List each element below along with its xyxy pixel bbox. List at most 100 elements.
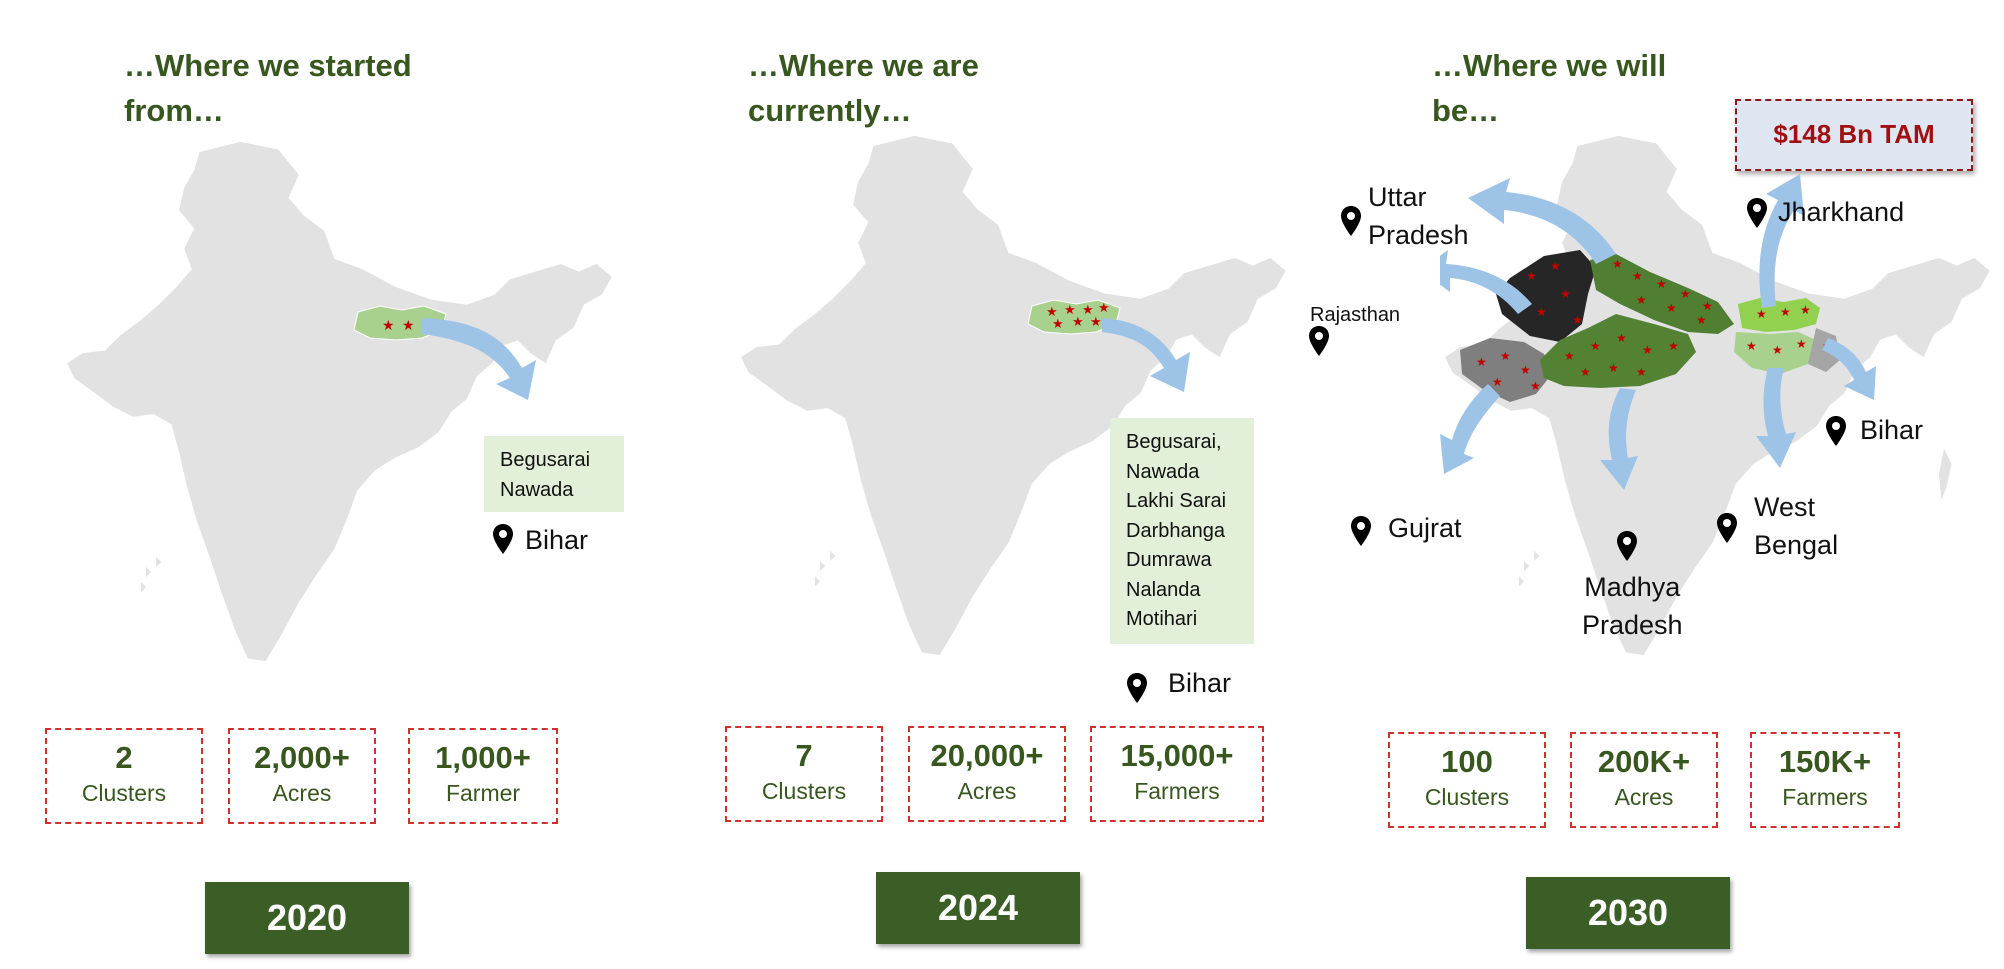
svg-text:★: ★ [1520, 363, 1531, 377]
svg-text:★: ★ [1756, 307, 1767, 321]
location-pin-icon [1716, 512, 1738, 544]
stat-value: 150K+ [1778, 744, 1872, 779]
year-badge: 2020 [205, 882, 409, 954]
stat-value: 20,000+ [930, 738, 1044, 773]
stat-value: 15,000+ [1120, 738, 1234, 773]
district-name: Begusarai, [1126, 431, 1222, 453]
tam-badge: $148 Bn TAM [1735, 99, 1973, 171]
state-label-bihar: Bihar [525, 525, 589, 555]
stat-value: 200K+ [1597, 744, 1691, 779]
arrow-icon [1102, 318, 1190, 392]
location-pin-icon [1308, 325, 1330, 357]
panel-2030: …Where we will be… $148 Bn TAM ★ ★ ★ ★ ★ ★ ★ ★… [1320, 0, 2004, 969]
year-badge: 2024 [876, 872, 1080, 944]
heading-line: …Where we are [748, 48, 979, 83]
district-name: Lakhi Sarai [1126, 490, 1227, 512]
panel-2024: …Where we are currently… ★ ★ ★ ★ ★ ★ ★ Begusa… [680, 0, 1360, 969]
district-name: Nawada [1126, 460, 1200, 483]
uttar-pradesh-region [1590, 254, 1734, 334]
svg-text:★: ★ [1530, 379, 1541, 393]
svg-text:★: ★ [1500, 349, 1511, 363]
heading-line: from… [124, 93, 224, 128]
district-name: Nalanda [1126, 578, 1201, 601]
svg-text:★: ★ [1590, 339, 1601, 353]
stat-label: Acres [1614, 784, 1674, 810]
district-box: Begusarai, Nawada Lakhi Sarai Darbhanga … [1110, 418, 1254, 644]
gujarat-region [1460, 338, 1552, 402]
district-name: Nawada [500, 478, 574, 501]
svg-text:★: ★ [1702, 299, 1713, 313]
svg-text:★: ★ [1072, 315, 1084, 330]
stat-card-clusters: 2 Clusters [45, 728, 203, 824]
stat-label: Clusters [761, 778, 847, 804]
location-pin-icon [1746, 197, 1768, 229]
star-icon: ★ ★ ★ ★ ★ ★ ★ [1046, 301, 1110, 332]
stat-card-acres: 200K+ Acres [1570, 732, 1718, 828]
stat-label: Clusters [1424, 784, 1510, 810]
svg-text:★: ★ [1666, 301, 1677, 315]
district-name: Motihari [1126, 608, 1198, 630]
svg-text:★: ★ [1536, 305, 1547, 319]
svg-text:★: ★ [1668, 339, 1679, 353]
state-label-jharkhand: Jharkhand [1778, 197, 1905, 227]
state-label-west-bengal: West Bengal [1754, 492, 1839, 560]
svg-text:★: ★ [1550, 259, 1561, 273]
svg-text:★: ★ [1636, 293, 1647, 307]
stat-card-clusters: 7 Clusters [725, 726, 883, 822]
stat-value: 7 [795, 738, 813, 773]
india-map: ★ ★ [67, 141, 612, 662]
svg-text:★: ★ [382, 318, 395, 334]
svg-text:★: ★ [1580, 365, 1591, 379]
arrow-icon [1822, 338, 1876, 400]
svg-text:★: ★ [1636, 365, 1647, 379]
arrow-icon [1756, 368, 1796, 468]
svg-text:★: ★ [1608, 361, 1619, 375]
arrow-icon [1468, 178, 1616, 264]
location-pin-icon [492, 523, 514, 555]
location-pin-icon [1616, 530, 1638, 562]
district-name: Darbhanga [1126, 519, 1225, 542]
location-pin-icon [1350, 515, 1372, 547]
svg-text:★: ★ [1098, 301, 1110, 316]
stat-label: Farmer [445, 780, 521, 806]
state-label-bihar: Bihar [1168, 668, 1232, 698]
stat-card-clusters: 100 Clusters [1388, 732, 1546, 828]
stat-label: Farmers [1134, 778, 1220, 804]
svg-text:★: ★ [1656, 277, 1667, 291]
jharkhand-region [1734, 332, 1816, 374]
stat-value: 100 [1441, 744, 1493, 779]
location-pin-icon [1340, 205, 1362, 237]
svg-text:★: ★ [1052, 317, 1064, 332]
india-map: ★ ★ ★ ★ ★ ★ ★ [741, 135, 1286, 656]
stat-label: Acres [272, 780, 332, 806]
year-badge: 2030 [1526, 877, 1730, 949]
svg-text:★: ★ [1082, 303, 1094, 318]
svg-text:★: ★ [1780, 305, 1791, 319]
state-label-uttar-pradesh: Uttar Pradesh [1368, 182, 1469, 250]
panel-heading: …Where we will be… [1432, 43, 1666, 133]
state-label-madhya-pradesh: Madhya Pradesh [1582, 572, 1683, 640]
svg-text:★: ★ [1064, 303, 1076, 318]
panel-2020: …Where we started from… ★ ★ Begusarai Naw… [0, 0, 680, 969]
svg-text:★: ★ [1564, 349, 1575, 363]
heading-line: currently… [748, 93, 912, 128]
svg-text:★: ★ [1090, 315, 1102, 330]
svg-text:★: ★ [1526, 269, 1537, 283]
svg-text:★: ★ [1796, 337, 1807, 351]
stat-card-farmers: 150K+ Farmers [1750, 732, 1900, 828]
heading-line: be… [1432, 93, 1500, 128]
state-label-rajasthan: Rajasthan [1310, 304, 1401, 326]
svg-text:★: ★ [1046, 305, 1058, 320]
location-pin-icon [1126, 672, 1148, 704]
heading-line: …Where we started [124, 48, 412, 83]
svg-text:★: ★ [1772, 343, 1783, 357]
stat-label: Farmers [1782, 784, 1868, 810]
stat-value: 1,000+ [435, 740, 531, 775]
panel-heading: …Where we are currently… [748, 43, 979, 133]
stat-card-acres: 2,000+ Acres [228, 728, 376, 824]
svg-text:★: ★ [1746, 339, 1757, 353]
stat-value: 2,000+ [254, 740, 350, 775]
location-pin-icon [1825, 415, 1847, 447]
stat-card-farmers: 15,000+ Farmers [1090, 726, 1264, 822]
stat-label: Clusters [81, 780, 167, 806]
